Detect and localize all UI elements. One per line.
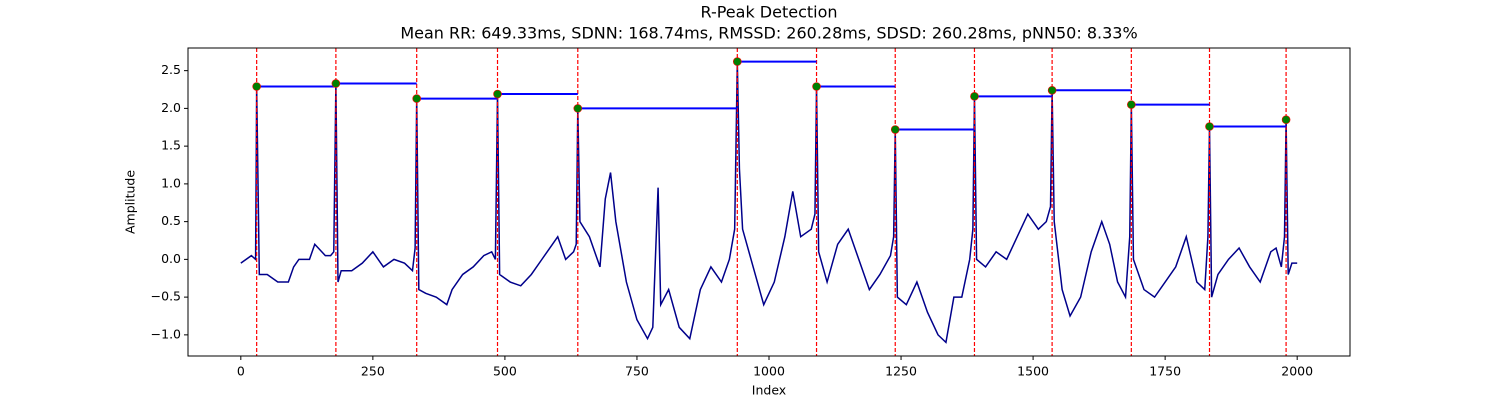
x-tick-label: 250 (361, 364, 385, 379)
y-tick-label: 1.5 (161, 138, 181, 153)
peak-point (252, 82, 261, 91)
y-tick-label: 0.0 (161, 251, 181, 266)
peak-point (1127, 100, 1136, 109)
x-tick-label: 1750 (1149, 364, 1181, 379)
y-tick-label: 2.5 (161, 62, 181, 77)
peak-point (1281, 115, 1291, 125)
peak-point (1047, 85, 1057, 95)
chart-subtitle: Mean RR: 649.33ms, SDNN: 168.74ms, RMSSD… (400, 24, 1137, 43)
x-tick-label: 0 (237, 364, 245, 379)
signal-line (240, 61, 1298, 344)
plot-frame (187, 47, 1351, 357)
chart-title: R-Peak Detection (700, 3, 837, 22)
peak-point (573, 104, 583, 113)
x-tick-label: 1500 (1017, 364, 1049, 379)
y-tick-label: 2.0 (161, 100, 181, 115)
x-tick-label: 750 (625, 364, 649, 379)
peak-point (493, 89, 502, 99)
peak-point (412, 94, 422, 103)
peak-point (331, 79, 341, 88)
peak-point (1205, 122, 1214, 131)
peak-point (733, 57, 742, 66)
y-axis-label: Amplitude (123, 170, 138, 234)
x-tick-label: 500 (493, 364, 517, 379)
y-tick-label: 0.5 (161, 213, 181, 228)
y-tick-label: −0.5 (151, 289, 181, 304)
y-tick-label: −1.0 (151, 326, 181, 341)
x-axis-label: Index (752, 383, 786, 398)
peak-point (970, 92, 979, 101)
peak-point (890, 125, 900, 134)
x-tick-label: 1000 (753, 364, 785, 379)
x-tick-label: 1250 (885, 364, 917, 379)
peak-point (812, 82, 821, 91)
x-tick-label: 2000 (1281, 364, 1313, 379)
y-tick-label: 1.0 (161, 175, 181, 190)
